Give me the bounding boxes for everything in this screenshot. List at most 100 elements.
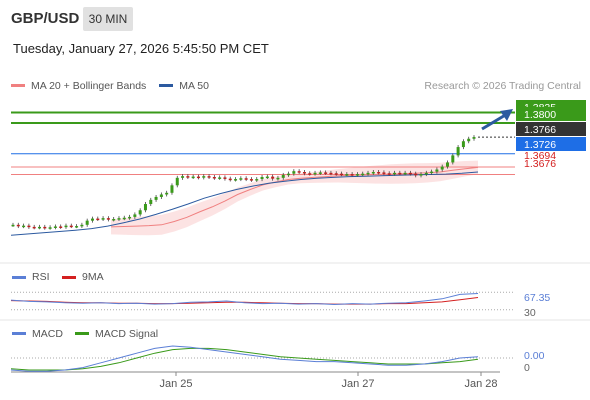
candle-body: [355, 174, 359, 176]
candle-body: [122, 217, 126, 220]
candle-body: [329, 172, 333, 175]
interval-button[interactable]: 30 MIN: [83, 7, 133, 31]
candle-body: [228, 178, 232, 181]
candle-body: [430, 171, 434, 174]
candle-body: [170, 185, 174, 193]
candle-body: [212, 177, 216, 179]
macd-line: [10, 345, 479, 372]
candle-body: [186, 176, 190, 178]
ma20-line: [110, 166, 479, 228]
candle-body: [96, 218, 100, 221]
candle-body: [202, 176, 206, 178]
candle-body: [165, 192, 169, 195]
candle-body: [318, 172, 322, 174]
candle-body: [234, 179, 238, 181]
candle-body: [324, 172, 328, 174]
credit-text: Research © 2026 Trading Central: [424, 80, 581, 92]
candle-body: [292, 171, 296, 174]
candle-body: [398, 172, 402, 175]
candle-body: [37, 226, 41, 229]
candle-body: [302, 172, 306, 174]
price-tag-label: 1.3676: [524, 158, 556, 170]
candle-body: [265, 176, 269, 179]
candle-body: [461, 141, 465, 148]
candle-body: [308, 173, 312, 175]
candle-body: [393, 172, 397, 175]
macd-zero-label: 0: [524, 362, 530, 374]
candle-body: [387, 173, 391, 175]
candle-body: [435, 169, 439, 172]
rsi-level-label: 30: [524, 307, 536, 319]
candle-body: [340, 173, 344, 176]
price-legend: MA 20 + Bollinger Bands MA 50: [11, 80, 219, 92]
candle-body: [446, 162, 450, 167]
x-tick-label: Jan 27: [341, 378, 374, 390]
candle-body: [53, 226, 57, 228]
candle-body: [149, 199, 153, 205]
candle-body: [85, 220, 89, 225]
candle-body: [451, 155, 455, 163]
candle-body: [297, 171, 301, 173]
candle-body: [11, 224, 15, 227]
price-tag-box: [516, 107, 586, 121]
candle-body: [456, 147, 460, 156]
candle-body: [260, 177, 264, 180]
candle-body: [377, 172, 381, 174]
candle-body: [467, 138, 471, 142]
candle-body: [106, 218, 110, 220]
candle-body: [43, 226, 47, 229]
candle-body: [90, 218, 94, 221]
price-tag-box: [516, 137, 586, 151]
candle-body: [414, 173, 418, 176]
macd-value-label: 0.00: [524, 350, 545, 362]
candle-body: [143, 204, 147, 211]
rsi-value-label: 67.35: [524, 292, 550, 304]
candle-body: [22, 225, 26, 228]
candle-body: [128, 216, 132, 219]
legend-item-ma50: MA 50: [159, 80, 209, 92]
candle-body: [366, 172, 370, 175]
rsi-legend-label: RSI: [32, 271, 50, 283]
candle-body: [361, 173, 365, 176]
candle-body: [48, 227, 52, 229]
candle-body: [345, 174, 349, 176]
candle-body: [138, 210, 142, 215]
candle-body: [419, 174, 423, 176]
candle-body: [371, 172, 375, 174]
rsi-line: [10, 293, 479, 306]
target-arrow-shaft: [481, 112, 508, 131]
target-arrow-head: [500, 109, 513, 121]
candle-body: [154, 196, 158, 200]
candle-body: [133, 214, 137, 217]
candle-body: [101, 218, 105, 220]
candle-body: [408, 172, 412, 175]
candle-body: [32, 226, 36, 229]
macd-legend-label: MACD: [32, 328, 63, 340]
candle-body: [249, 179, 253, 181]
candle-body: [69, 225, 73, 228]
candle-body: [175, 177, 179, 186]
candle-body: [223, 177, 227, 179]
candle-body: [191, 176, 195, 179]
candle-body: [244, 178, 248, 180]
candle-body: [255, 179, 259, 181]
price-tag-label: 1.3800: [524, 109, 556, 121]
candle-body: [276, 177, 280, 180]
candle-body: [239, 178, 243, 180]
candle-body: [64, 225, 68, 228]
candle-body: [75, 226, 79, 228]
candle-body: [350, 174, 354, 176]
datetime-label: Tuesday, January 27, 2026 5:45:50 PM CET: [13, 41, 269, 56]
x-tick-label: Jan 25: [159, 378, 192, 390]
candle-body: [181, 176, 185, 178]
symbol-title: GBP/USD: [11, 10, 80, 27]
candle-body: [440, 166, 444, 170]
candle-body: [382, 172, 386, 174]
candle-body: [16, 224, 20, 227]
candle-body: [281, 174, 285, 178]
candle-body: [112, 218, 116, 221]
candle-body: [287, 173, 291, 176]
price-tag-label: 1.3726: [524, 139, 556, 151]
price-tag-box: [516, 122, 586, 136]
